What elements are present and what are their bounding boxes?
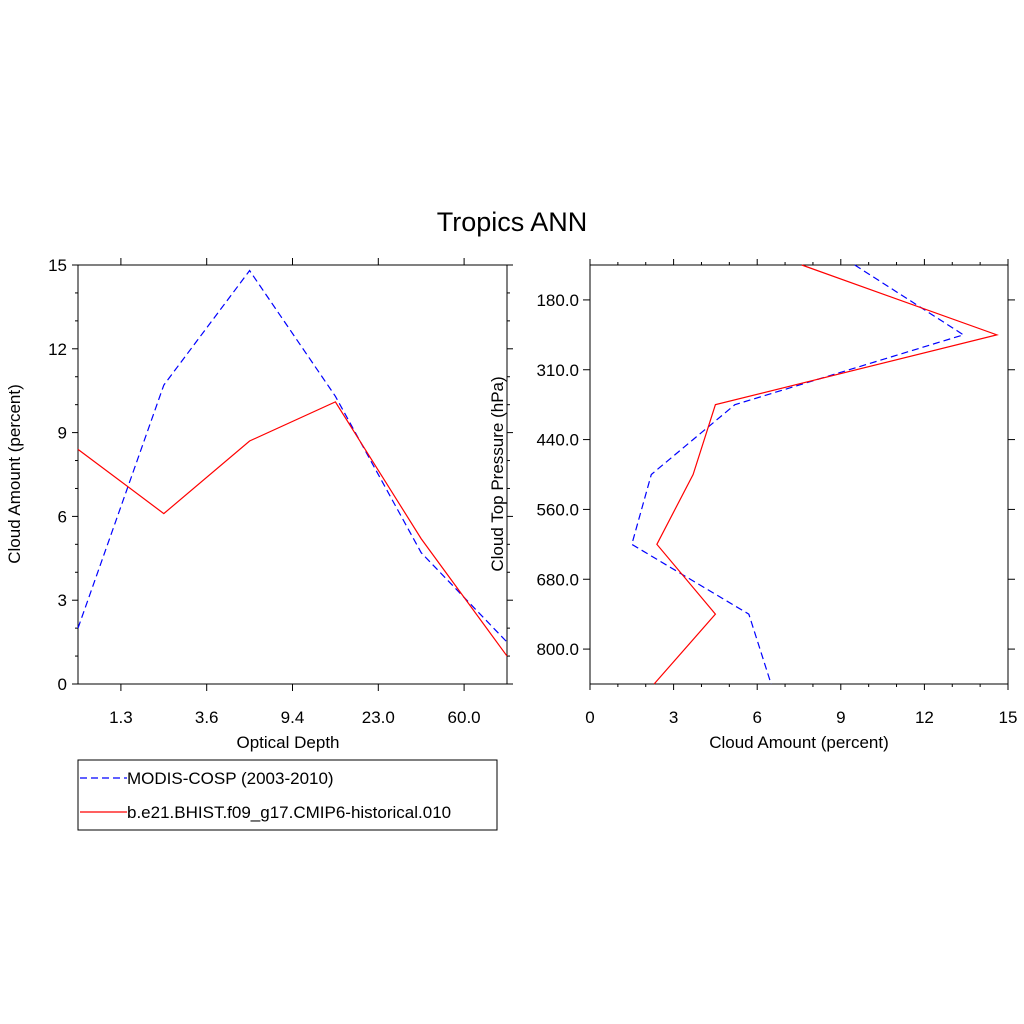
right-y-axis-label: Cloud Top Pressure (hPa) — [488, 376, 507, 571]
left-y-tick-label: 0 — [58, 675, 67, 694]
left-y-tick-label: 15 — [48, 256, 67, 275]
left-x-tick-label: 1.3 — [109, 708, 133, 727]
right-y-tick-label: 560.0 — [536, 500, 579, 519]
right-x-tick-label: 6 — [752, 708, 761, 727]
left-y-tick-label: 12 — [48, 340, 67, 359]
right-x-tick-label: 0 — [585, 708, 594, 727]
left-x-axis-label: Optical Depth — [237, 733, 340, 752]
left-y-axis-label: Cloud Amount (percent) — [5, 384, 24, 564]
right-x-axis-label: Cloud Amount (percent) — [709, 733, 889, 752]
left-series-line-1 — [77, 401, 508, 657]
right-series-line-0 — [631, 264, 965, 685]
right-y-tick-label: 680.0 — [536, 570, 579, 589]
right-y-tick-label: 310.0 — [536, 361, 579, 380]
right-plot-frame — [589, 264, 1009, 685]
right-x-tick-label: 3 — [669, 708, 678, 727]
left-y-tick-label: 9 — [58, 424, 67, 443]
right-chart: 0 3 6 9 12 15 180.0 310.0 440.0 560.0 680.0 800.0 C… — [488, 259, 1017, 752]
left-y-tick-label: 3 — [58, 591, 67, 610]
right-y-tick-label: 800.0 — [536, 640, 579, 659]
legend-box — [77, 759, 498, 831]
right-x-tick-label: 15 — [999, 708, 1018, 727]
right-x-tick-label: 12 — [915, 708, 934, 727]
right-axis-ticks: 0 3 6 9 12 15 180.0 310.0 440.0 560.0 680.0 800.0 — [536, 259, 1017, 727]
left-y-tick-label: 6 — [58, 507, 67, 526]
left-plot-frame — [77, 264, 508, 685]
right-y-tick-label: 440.0 — [536, 431, 579, 450]
right-series-line-1 — [653, 264, 999, 685]
legend: MODIS-COSP (2003-2010) b.e21.BHIST.f09_g… — [77, 759, 498, 831]
left-x-tick-label: 3.6 — [195, 708, 219, 727]
legend-label-model: b.e21.BHIST.f09_g17.CMIP6-historical.010 — [127, 803, 451, 822]
right-x-tick-label: 9 — [836, 708, 845, 727]
left-series-group — [77, 269, 508, 657]
left-x-tick-label: 60.0 — [448, 708, 481, 727]
left-x-tick-label: 9.4 — [281, 708, 305, 727]
legend-label-modis: MODIS-COSP (2003-2010) — [127, 769, 334, 788]
right-y-tick-label: 180.0 — [536, 291, 579, 310]
left-series-line-0 — [77, 269, 508, 643]
right-series-group — [631, 264, 999, 685]
left-axis-ticks: 0 3 6 9 12 15 1.3 3.6 9.4 23.0 60.0 — [48, 256, 513, 727]
figure-title: Tropics ANN — [437, 207, 588, 237]
left-x-tick-label: 23.0 — [362, 708, 395, 727]
